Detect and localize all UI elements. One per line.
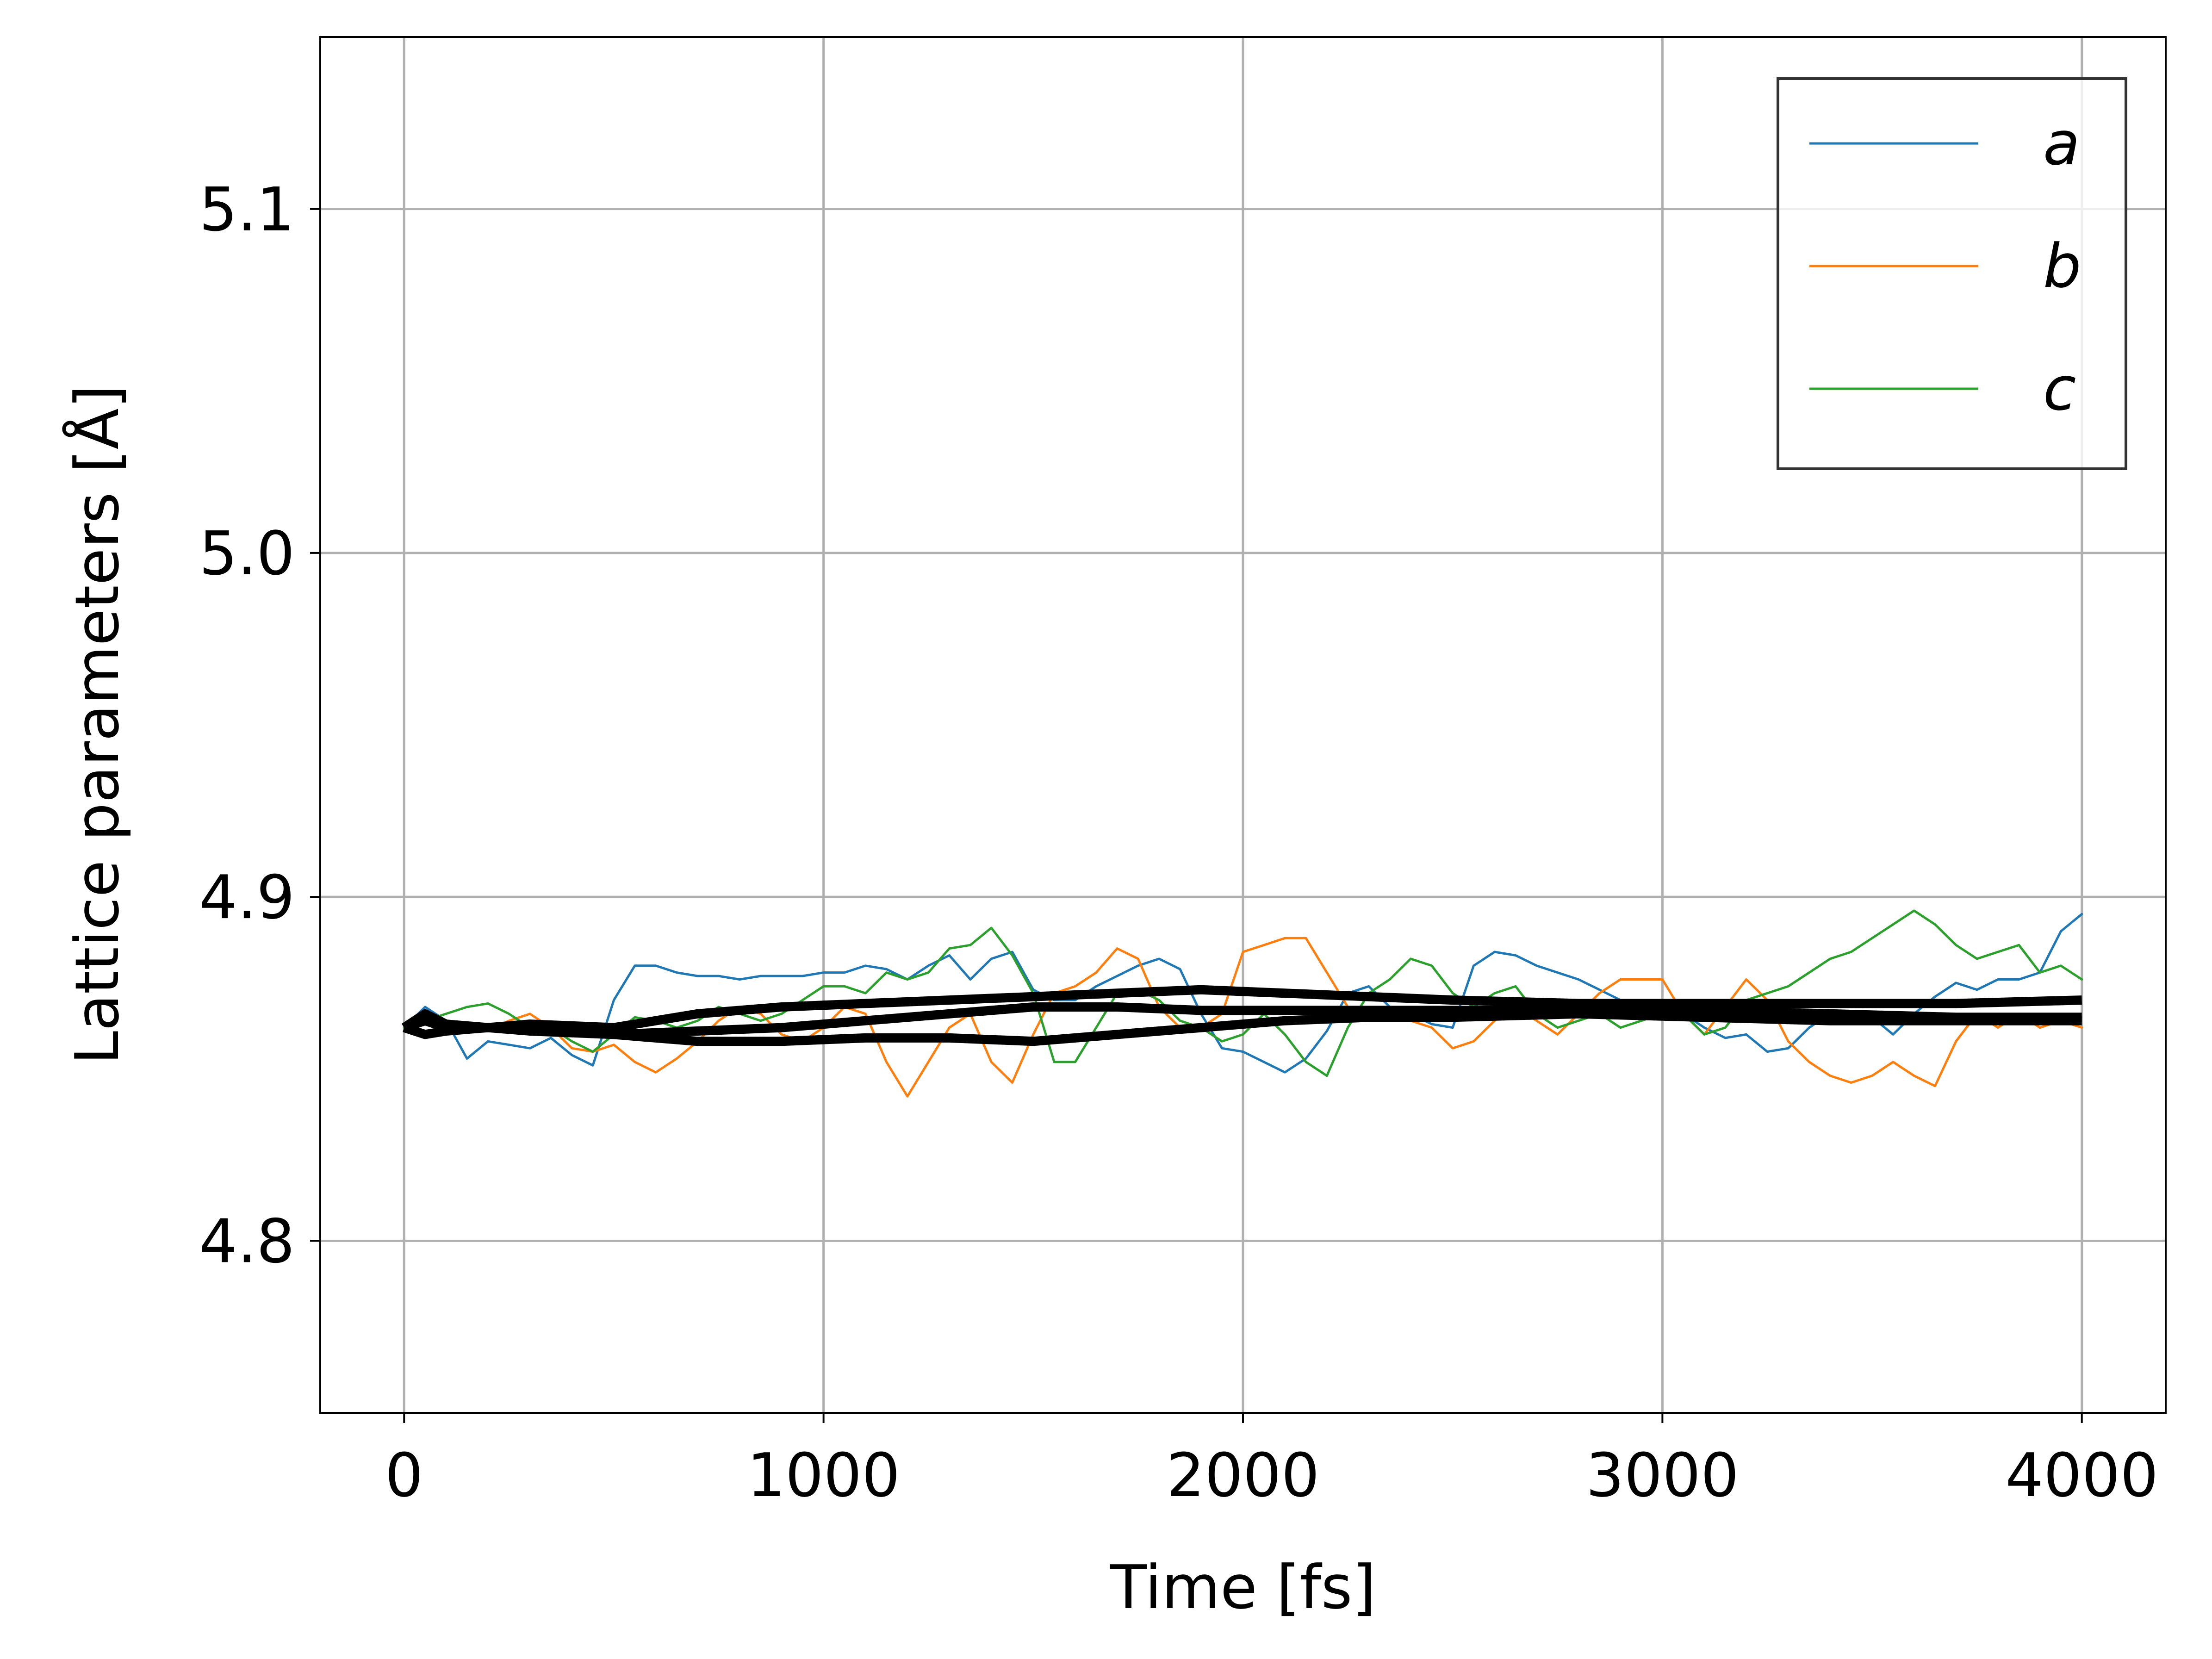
legend-label-c: c	[2043, 354, 2076, 424]
x-tick-label: 2000	[1167, 1440, 1320, 1510]
plot-area	[403, 909, 2083, 1098]
legend-label-a: a	[2043, 108, 2080, 179]
x-tick-label: 0	[385, 1440, 423, 1510]
y-tick-label: 5.1	[199, 174, 295, 245]
y-tick-label: 4.8	[199, 1206, 295, 1276]
average-lines	[401, 985, 2082, 1046]
series-line-a	[403, 913, 2083, 1074]
y-tick-label: 5.0	[199, 518, 295, 589]
x-axis-title: Time [fs]	[1110, 1552, 1376, 1622]
x-tick-label: 1000	[747, 1440, 900, 1510]
y-tick-label: 4.9	[199, 862, 295, 932]
x-tick-label: 3000	[1586, 1440, 1739, 1510]
series-line-b	[403, 937, 2083, 1098]
average-line-3	[403, 1002, 2082, 1039]
grid	[320, 37, 2166, 1413]
y-axis-title: Lattice parameters [Å]	[62, 385, 132, 1065]
series-line-c	[403, 909, 2083, 1077]
x-axis: 0 1000 2000 3000 4000	[385, 1413, 2158, 1510]
y-axis: 4.8 4.9 5.0 5.1	[199, 174, 320, 1276]
x-tick-label: 4000	[2005, 1440, 2158, 1510]
legend-label-b: b	[2043, 231, 2082, 301]
legend: a b c	[1777, 77, 2127, 470]
